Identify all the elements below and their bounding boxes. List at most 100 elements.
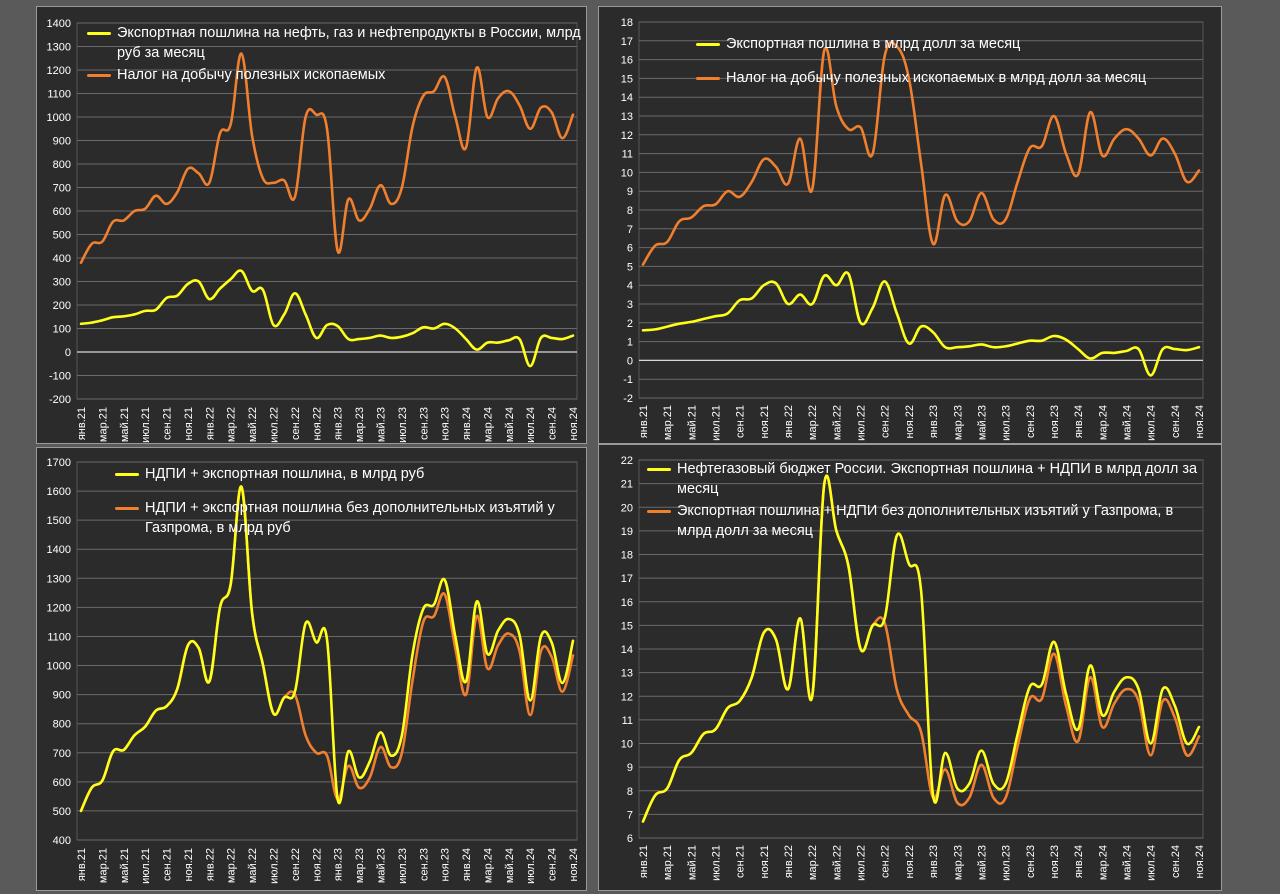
x-tick-label: ноя.22 xyxy=(311,848,323,881)
legend-label-line: Экспортная пошлина + НДПИ без дополнител… xyxy=(677,503,1174,519)
y-tick-label: 200 xyxy=(53,300,71,312)
x-tick-label: июл.24 xyxy=(1146,845,1158,881)
y-tick-label: 22 xyxy=(621,455,633,467)
x-tick-label: май.24 xyxy=(504,848,516,883)
x-tick-label: сен.22 xyxy=(290,848,302,881)
x-tick-label: май.22 xyxy=(831,405,843,440)
x-tick-label: янв.21 xyxy=(638,845,650,878)
legend-swatch-orange xyxy=(87,74,111,77)
legend-label-line: Налог на добычу полезных ископаемых xyxy=(117,67,386,83)
x-tick-label: май.21 xyxy=(119,848,131,883)
y-tick-label: 1200 xyxy=(47,65,71,77)
chart-legend: НДПИ + экспортная пошлина, в млрд руб НД… xyxy=(115,464,575,540)
y-tick-label: 500 xyxy=(53,806,71,818)
x-tick-label: сен.23 xyxy=(418,848,430,881)
y-tick-label: 900 xyxy=(53,690,71,702)
x-tick-label: янв.24 xyxy=(1073,845,1085,878)
chart-panel-total-usd: 6 7 8 9 10 11 12 13 14 15 16 17 18 19 20 21 22 янв.21 мар.… xyxy=(598,444,1222,891)
x-tick-label: июл.22 xyxy=(269,407,281,443)
y-tick-label: 0 xyxy=(627,355,633,367)
y-tick-label: 1100 xyxy=(47,631,71,643)
y-tick-label: 600 xyxy=(53,206,71,218)
y-tick-label: -100 xyxy=(49,371,71,383)
y-tick-label: 15 xyxy=(621,73,633,85)
x-tick-label: ноя.21 xyxy=(759,405,771,438)
x-tick-label: июл.21 xyxy=(711,845,723,881)
y-tick-label: 5 xyxy=(627,261,633,273)
x-tick-label: ноя.22 xyxy=(904,405,916,438)
chart-panel-export-ndpi-usd: -2 -1 0 1 2 3 4 5 6 7 8 9 10 11 12 13 14 15 16 17 18 янв.21 ма… xyxy=(598,6,1222,444)
x-tick-label: мар.21 xyxy=(97,407,109,442)
legend-swatch-yellow xyxy=(647,468,671,471)
x-tick-label: сен.21 xyxy=(735,405,747,438)
x-tick-label: сен.24 xyxy=(1170,845,1182,878)
x-tick-label: янв.24 xyxy=(461,407,473,440)
x-tick-label: мар.24 xyxy=(1097,845,1109,880)
x-tick-label: июл.22 xyxy=(856,845,868,881)
legend-label-line: Нефтегазовый бюджет России. Экспортная п… xyxy=(677,461,1198,477)
x-tick-label: июл.21 xyxy=(711,405,723,441)
x-tick-label: июл.23 xyxy=(1001,405,1013,441)
x-tick-label: янв.21 xyxy=(638,405,650,438)
y-tick-label: 10 xyxy=(621,167,633,179)
chart-panel-total-rub: 400 500 600 700 800 900 1000 1100 1200 1300 1400 15… xyxy=(36,447,587,891)
chart-legend: Экспортная пошлина в млрд долл за месяц … xyxy=(696,34,1216,90)
x-tick-label: май.22 xyxy=(831,845,843,880)
x-tick-label: янв.21 xyxy=(76,407,88,440)
chart-legend: Экспортная пошлина на нефть, газ и нефте… xyxy=(87,23,587,87)
x-tick-label: мар.21 xyxy=(97,848,109,883)
legend-swatch-yellow xyxy=(87,32,111,35)
x-tick-label: сен.23 xyxy=(418,407,430,440)
x-tick-label: май.22 xyxy=(247,848,259,883)
x-tick-label: июл.23 xyxy=(1001,845,1013,881)
x-tick-label: мар.24 xyxy=(482,848,494,883)
y-tick-label: 2 xyxy=(627,318,633,330)
y-tick-label: 16 xyxy=(621,55,633,67)
y-tick-label: 1000 xyxy=(47,112,71,124)
x-tick-label: сен.24 xyxy=(1170,405,1182,438)
y-tick-label: 16 xyxy=(621,597,633,609)
y-tick-label: 1400 xyxy=(47,544,71,556)
y-tick-label: 500 xyxy=(53,230,71,242)
y-tick-label: 400 xyxy=(53,253,71,265)
x-tick-label: май.22 xyxy=(247,407,259,442)
x-tick-label: ноя.23 xyxy=(1049,405,1061,438)
y-tick-label: 8 xyxy=(627,205,633,217)
y-tick-label: 7 xyxy=(627,809,633,821)
x-tick-label: ноя.23 xyxy=(440,848,452,881)
y-tick-label: 14 xyxy=(621,92,633,104)
x-tick-label: мар.23 xyxy=(952,845,964,880)
x-tick-label: май.21 xyxy=(686,845,698,880)
legend-item-export: НДПИ + экспортная пошлина, в млрд руб xyxy=(115,464,575,484)
series-line-export xyxy=(641,271,1201,377)
y-tick-label: 700 xyxy=(53,183,71,195)
y-tick-label: 8 xyxy=(627,786,633,798)
x-tick-label: май.23 xyxy=(375,848,387,883)
y-tick-label: 11 xyxy=(622,715,633,727)
x-tick-label: янв.22 xyxy=(204,848,216,881)
legend-label-line: Газпрома, в млрд руб xyxy=(145,520,291,536)
y-tick-label: 6 xyxy=(627,243,633,255)
x-tick-label: янв.24 xyxy=(1073,405,1085,438)
series-line-export xyxy=(79,485,575,813)
y-tick-label: 300 xyxy=(53,277,71,289)
x-tick-label: янв.24 xyxy=(461,848,473,881)
x-tick-label: ноя.24 xyxy=(1194,405,1206,438)
x-tick-label: май.21 xyxy=(686,405,698,440)
x-tick-label: ноя.23 xyxy=(440,407,452,440)
x-tick-label: июл.24 xyxy=(525,848,537,884)
y-tick-label: 700 xyxy=(53,748,71,760)
legend-label-line: руб за месяц xyxy=(117,45,205,61)
y-tick-label: 800 xyxy=(53,159,71,171)
y-tick-label: 21 xyxy=(621,479,633,491)
x-tick-label: мар.23 xyxy=(354,407,366,442)
x-tick-label: май.24 xyxy=(1121,845,1133,880)
y-tick-label: 1500 xyxy=(47,515,71,527)
y-tick-label: 9 xyxy=(627,186,633,198)
y-tick-label: 100 xyxy=(53,324,71,336)
x-tick-label: мар.22 xyxy=(226,407,238,442)
y-tick-label: 18 xyxy=(621,550,633,562)
x-tick-label: сен.23 xyxy=(1025,405,1037,438)
y-tick-label: 6 xyxy=(627,833,633,845)
legend-label-line: НДПИ + экспортная пошлина, в млрд руб xyxy=(145,466,425,482)
